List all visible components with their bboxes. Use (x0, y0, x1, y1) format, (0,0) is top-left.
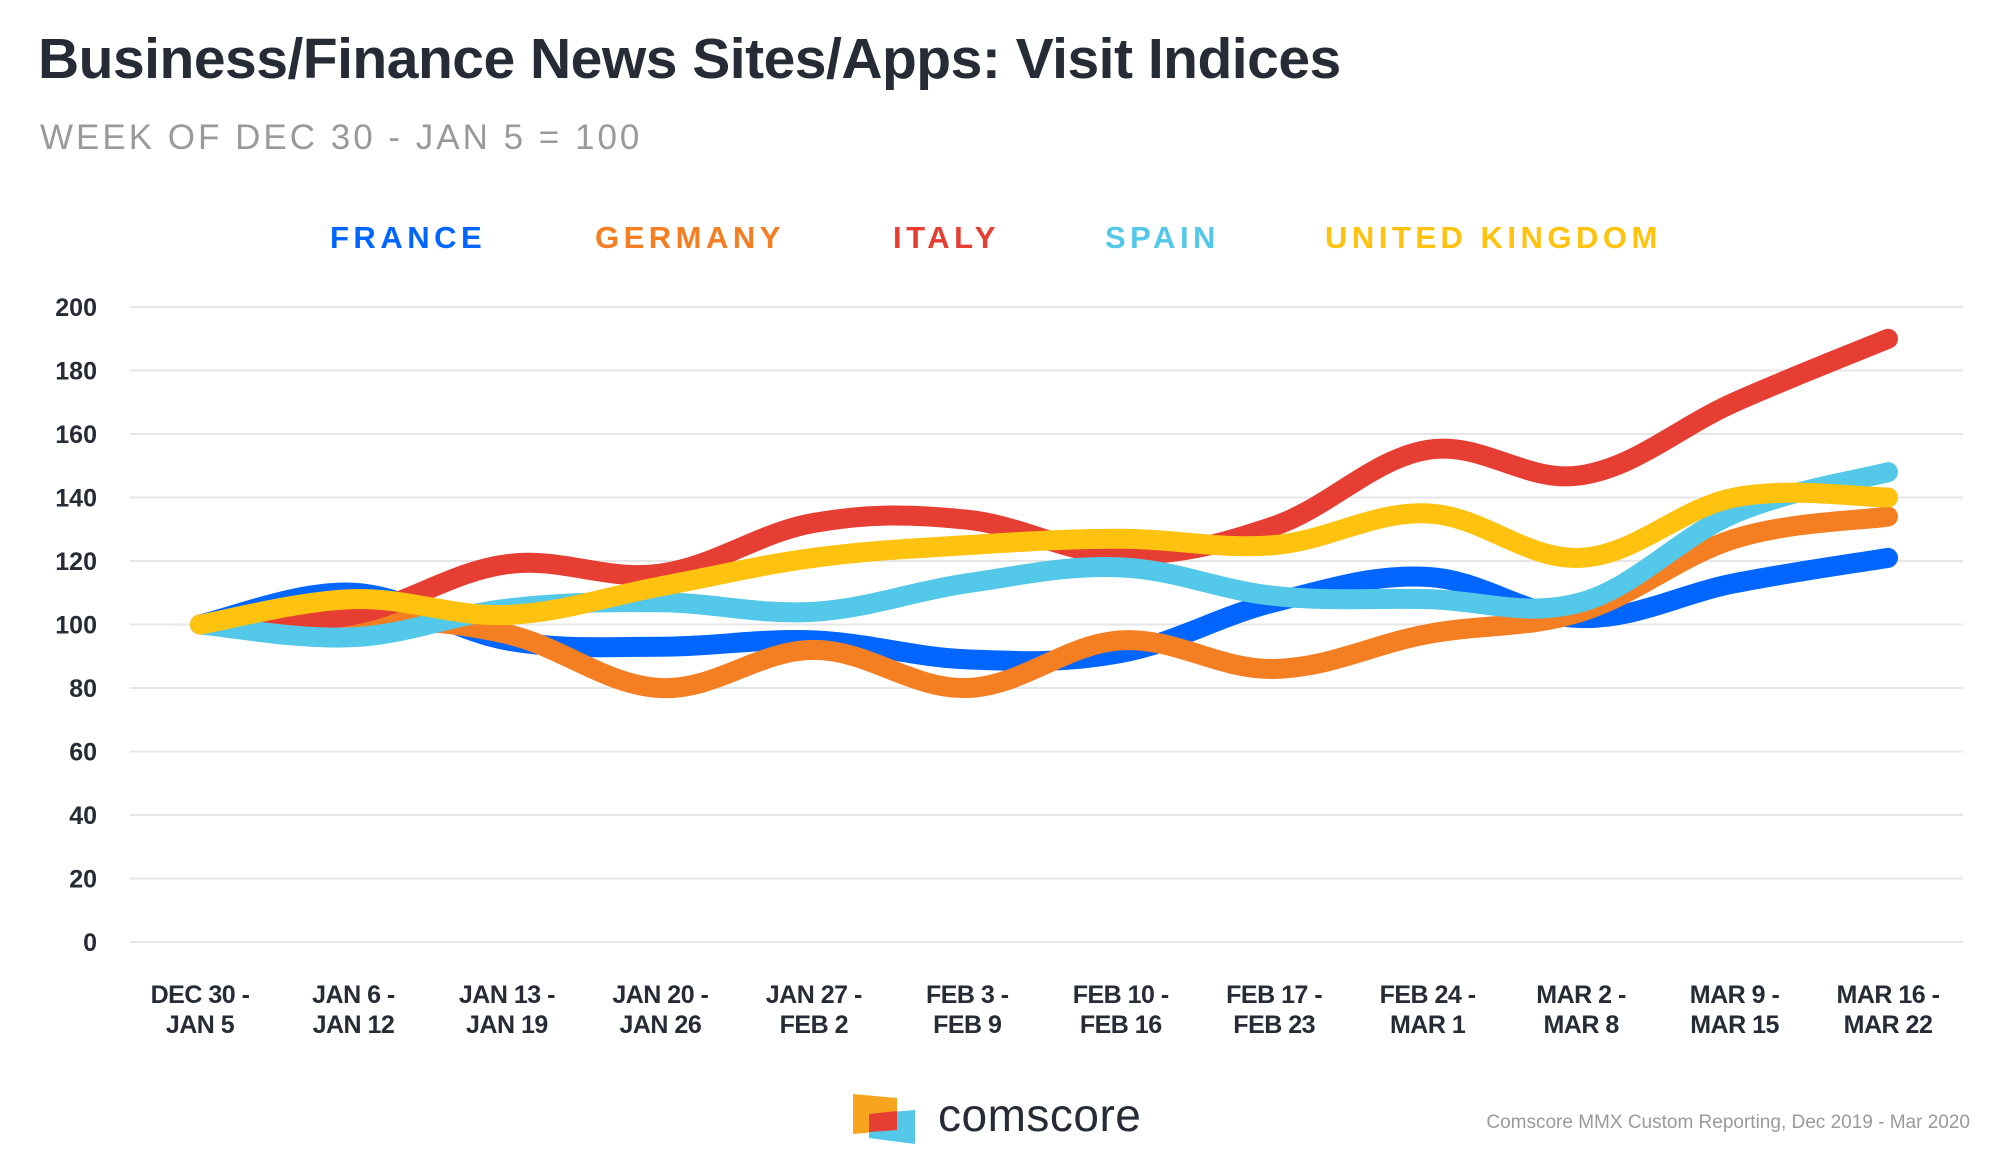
x-tick-label: JAN 20 -JAN 26 (612, 981, 708, 1039)
y-tick-label: 120 (55, 548, 97, 576)
x-tick-label: MAR 9 -MAR 15 (1690, 981, 1780, 1039)
y-tick-label: 60 (69, 739, 97, 767)
y-tick-label: 180 (55, 358, 97, 386)
y-tick-label: 100 (55, 612, 97, 640)
x-tick-label: MAR 2 -MAR 8 (1536, 981, 1626, 1039)
y-tick-label: 0 (83, 929, 97, 957)
series-line-united-kingdom (190, 482, 1898, 635)
x-tick-label: JAN 6 -JAN 12 (312, 981, 395, 1039)
comscore-logo-icon (853, 1094, 915, 1144)
x-tick-label: JAN 13 -JAN 19 (459, 981, 555, 1039)
x-axis-tick-labels: DEC 30 -JAN 5 JAN 6 -JAN 12 JAN 13 -JAN 19… (151, 981, 1941, 1039)
x-tick-label: FEB 24 -MAR 1 (1380, 981, 1476, 1039)
x-tick-label: MAR 16 -MAR 22 (1837, 981, 1940, 1039)
chart-subtitle: WEEK OF DEC 30 - JAN 5 = 100 (40, 118, 643, 157)
y-tick-label: 200 (55, 294, 97, 322)
x-tick-label: JAN 27 -FEB 2 (766, 981, 862, 1039)
y-axis-tick-labels: 0 20 40 60 80 100 120 140 160 180 200 (55, 294, 97, 957)
chart-title: Business/Finance News Sites/Apps: Visit … (38, 27, 1341, 91)
x-tick-label: DEC 30 -JAN 5 (151, 981, 250, 1039)
legend-item-germany: GERMANY (595, 220, 785, 255)
y-tick-label: 140 (55, 485, 97, 513)
legend-item-spain: SPAIN (1105, 220, 1220, 255)
y-tick-label: 20 (69, 866, 97, 894)
logo-red-panel (869, 1111, 897, 1132)
x-tick-label: FEB 3 -FEB 9 (926, 981, 1009, 1039)
y-tick-label: 160 (55, 421, 97, 449)
x-tick-label: FEB 10 -FEB 16 (1073, 981, 1169, 1039)
legend-item-united-kingdom: UNITED KINGDOM (1325, 220, 1662, 255)
source-note: Comscore MMX Custom Reporting, Dec 2019 … (1486, 1112, 1970, 1133)
legend-item-italy: ITALY (893, 220, 1000, 255)
comscore-brand-text: comscore (938, 1089, 1142, 1141)
legend-item-france: FRANCE (330, 220, 487, 255)
y-tick-label: 80 (69, 675, 97, 703)
y-tick-label: 40 (69, 802, 97, 830)
series-lines (190, 328, 1898, 699)
x-tick-label: FEB 17 -FEB 23 (1226, 981, 1322, 1039)
